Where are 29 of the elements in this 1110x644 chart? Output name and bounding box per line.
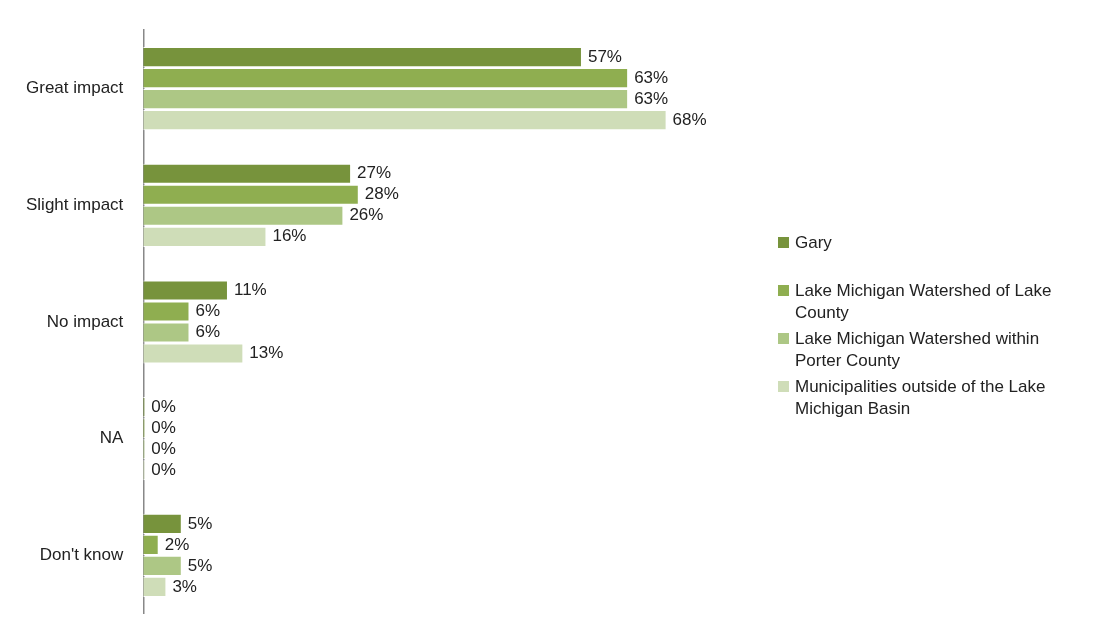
data-label: 6% bbox=[195, 301, 221, 321]
data-label: 5% bbox=[187, 555, 213, 575]
data-label: 63% bbox=[634, 88, 669, 108]
legend-label: Gary bbox=[795, 232, 832, 254]
data-label: 63% bbox=[634, 67, 669, 87]
data-label: 27% bbox=[357, 163, 392, 183]
y-tick-label: Don't know bbox=[39, 545, 125, 565]
data-label: 26% bbox=[349, 205, 384, 225]
data-label: 11% bbox=[233, 280, 267, 300]
data-label: 6% bbox=[195, 322, 221, 342]
y-tick-label: Slight impact bbox=[25, 194, 124, 214]
data-label: 2% bbox=[164, 534, 190, 554]
data-label: 0% bbox=[151, 417, 176, 437]
data-label: 57% bbox=[587, 46, 622, 66]
legend-label: Lake Michigan Watershed of Lake County bbox=[795, 280, 1053, 324]
legend-label: Municipalities outside of the Lake Michigan Basin bbox=[795, 376, 1047, 420]
data-label: 28% bbox=[364, 184, 399, 204]
data-label: 16% bbox=[272, 226, 307, 246]
y-tick-label: NA bbox=[99, 428, 124, 448]
data-label: 0% bbox=[151, 459, 176, 479]
data-label: 0% bbox=[151, 396, 176, 416]
data-label: 3% bbox=[172, 576, 197, 596]
data-label: 5% bbox=[187, 513, 213, 533]
y-tick-label: No impact bbox=[46, 311, 124, 331]
legend-label: Lake Michigan Watershed within Porter County bbox=[795, 328, 1041, 372]
y-tick-label: Great impact bbox=[26, 78, 124, 98]
data-label: 0% bbox=[151, 438, 176, 458]
data-label: 68% bbox=[672, 109, 707, 129]
data-label: 13% bbox=[249, 343, 284, 363]
